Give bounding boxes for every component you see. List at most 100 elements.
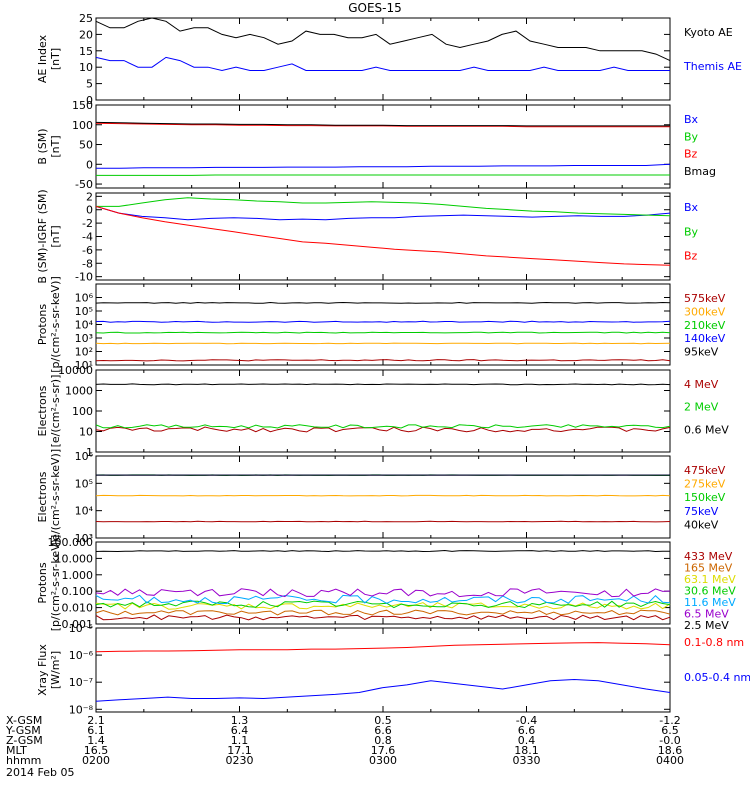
series-line-bz (95, 122, 670, 128)
series-line-bx (95, 205, 671, 221)
panel-7-ytick-label: 0.100 (62, 585, 94, 598)
panel-3-frame (95, 192, 671, 281)
time-tick-z: 0.4 (518, 734, 536, 747)
panel-1-ylabel: AE Index (36, 34, 49, 83)
legend-bx: Bx (684, 201, 699, 214)
time-tick-x: 0.5 (374, 714, 392, 727)
panel-5-frame (95, 369, 671, 453)
panel-4-ylabel: [p/(cm²-s-sr-keV)] (49, 276, 62, 373)
series-line-2-5-mev (95, 549, 671, 553)
time-tick-y: 6.4 (231, 724, 249, 737)
panel-4-ytick-label: 10¹ (75, 359, 93, 372)
panel-4-ytick-label: 10⁵ (75, 305, 93, 318)
legend-475kev: 475keV (684, 464, 726, 477)
panel-5-ytick-label: 1000 (65, 385, 93, 398)
panel-8-frame (95, 627, 671, 713)
panel-4-ytick-label: 10² (75, 346, 93, 359)
time-tick-x: -1.2 (659, 714, 680, 727)
panel-5-ytick-label: 100 (72, 405, 93, 418)
series-line-bx (96, 163, 671, 169)
legend-63-1-mev: 63.1 MeV (684, 573, 736, 586)
panel-6-ytick-label: 10⁵ (75, 477, 93, 490)
panel-8-ylabel: Xray Flux (36, 644, 49, 696)
time-tick-hhmm: 0230 (226, 754, 254, 767)
panel-2-ytick-label: 150 (72, 99, 93, 112)
legend-95kev: 95keV (684, 346, 719, 359)
legend-by: By (684, 130, 699, 143)
panel-8-ylabel: [W/m²] (49, 651, 62, 689)
legend-kyoto-ae: Kyoto AE (684, 26, 733, 39)
panel-2-ylabel: [nT] (49, 135, 62, 157)
time-tick-z: 0.8 (374, 734, 392, 747)
series-line-0-6-mev (95, 383, 671, 386)
legend-0-1-0-8-nm: 0.1-0.8 nm (684, 636, 744, 649)
legend-6-5-mev: 6.5 MeV (684, 608, 729, 621)
panel-7-ytick-label: 0.010 (62, 602, 94, 615)
panel-2-ytick-label: -50 (75, 178, 93, 191)
panel-6-ylabel: Electrons (36, 471, 49, 522)
time-tick-z: 1.1 (231, 734, 249, 747)
panel-3-ytick-label: -4 (82, 231, 93, 244)
time-tick-x: -0.4 (516, 714, 537, 727)
panel-7-ylabel: Protons (36, 562, 49, 603)
panel-3-ytick-label: 2 (86, 190, 93, 203)
series-line-2-mev (95, 424, 671, 429)
time-tick-y: 6.1 (87, 724, 105, 737)
series-line-210kev (95, 331, 671, 334)
chart-title: GOES-15 (348, 1, 402, 15)
panel-3-ytick-label: -10 (75, 271, 93, 284)
panel-3-ytick-label: -8 (82, 257, 93, 270)
legend-30-6-mev: 30.6 MeV (684, 585, 736, 598)
series-line-11-6-mev (95, 594, 671, 604)
panel-8-ytick-label: 10⁻⁵ (69, 622, 93, 635)
legend-300kev: 300keV (684, 305, 726, 318)
panel-2-ylabel: B (SM) (36, 128, 49, 164)
time-tick-y: 6.6 (374, 724, 392, 737)
panel-5-ytick-label: 1 (86, 446, 93, 459)
time-tick-z: 1.4 (87, 734, 105, 747)
series-line-4-mev (95, 426, 671, 433)
panel-1-ytick-label: 15 (79, 45, 93, 58)
series-line-themis-ae (95, 56, 670, 72)
panel-2-ytick-label: 100 (72, 119, 93, 132)
panel-5-ytick-label: 10000 (58, 364, 93, 377)
series-line-6-5-mev (95, 588, 671, 598)
panel-1-ytick-label: 5 (86, 78, 93, 91)
legend-165-mev: 165 MeV (684, 562, 733, 575)
time-tick-x: 1.3 (231, 714, 249, 727)
panel-3-ytick-label: -2 (82, 217, 93, 230)
legend-75kev: 75keV (684, 505, 719, 518)
legend-150kev: 150keV (684, 491, 726, 504)
time-tick-hhmm: 0200 (82, 754, 110, 767)
panel-3-ytick-label: -6 (82, 244, 93, 257)
time-tick-mlt: 17.6 (371, 744, 396, 757)
panel-6-ylabel: [e/(cm²-s-sr-keV)] (49, 449, 62, 545)
panel-2-ytick-label: 50 (79, 139, 93, 152)
panel-7-ytick-label: 10.000 (55, 552, 94, 565)
panel-6-ytick-label: 10³ (75, 532, 93, 545)
legend-bz: Bz (684, 250, 698, 263)
panel-7-ylabel: [p/(cm²-s-sr-keV)] (49, 535, 62, 632)
panel-3-ylabel: B (SM)-IGRF (SM) (36, 189, 49, 283)
panel-6-ytick-label: 10⁴ (75, 505, 94, 518)
time-tick-mlt: 18.1 (514, 744, 539, 757)
series-line-575kev (95, 359, 671, 362)
panel-7-ytick-label: 1.000 (62, 569, 94, 582)
panel-5-ytick-label: 10 (79, 426, 93, 439)
time-tick-y: 6.6 (518, 724, 536, 737)
time-tick-x: 2.1 (87, 714, 105, 727)
panel-1-ytick-label: 10 (79, 61, 93, 74)
legend-11-6-mev: 11.6 MeV (684, 596, 736, 609)
panel-1-ytick-label: 0 (86, 94, 93, 107)
panel-7-ytick-label: 0.001 (62, 618, 94, 631)
legend-by: By (684, 225, 699, 238)
panel-4-frame (95, 283, 671, 366)
legend-0-05-0-4-nm: 0.05-0.4 nm (684, 671, 750, 684)
panel-4-ytick-label: 10⁴ (75, 319, 94, 332)
panel-8-ytick-label: 10⁻⁶ (69, 649, 94, 662)
panel-8-ytick-label: 10⁻⁷ (69, 676, 93, 689)
axis-row-label: Z-GSM (6, 734, 43, 747)
series-line-0-05-0-4-nm (95, 678, 671, 702)
legend-4-mev: 4 MeV (684, 378, 719, 391)
